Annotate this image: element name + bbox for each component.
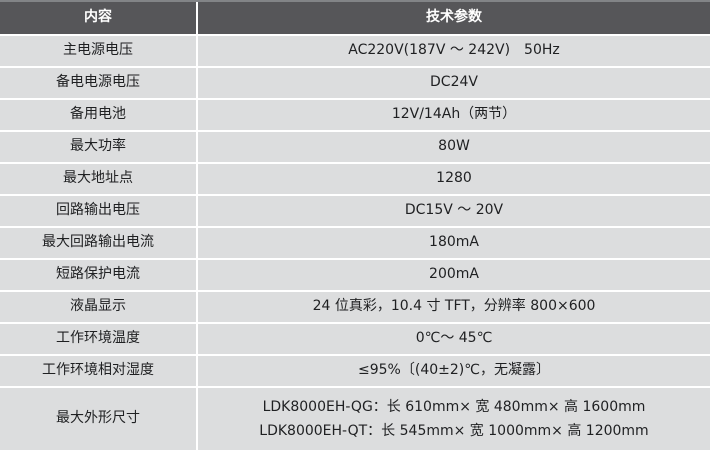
- row-label: 回路输出电压: [0, 196, 196, 226]
- dimension-line-qg: LDK8000EH-QG：长 610mm× 宽 480mm× 高 1600mm: [262, 399, 646, 415]
- row-value: 180mA: [198, 228, 710, 258]
- row-value: DC15V ～ 20V: [198, 196, 710, 226]
- row-value: 200mA: [198, 260, 710, 290]
- table-row: 液晶显示 24 位真彩，10.4 寸 TFT，分辨率 800×600: [0, 292, 710, 322]
- header-cell-params: 技术参数: [198, 2, 710, 34]
- row-label: 最大功率: [0, 132, 196, 162]
- table-row: 最大地址点 1280: [0, 164, 710, 194]
- table-header-row: 内容 技术参数: [0, 2, 710, 34]
- row-value: 80W: [198, 132, 710, 162]
- row-value: 0℃～ 45℃: [198, 324, 710, 354]
- row-label: 短路保护电流: [0, 260, 196, 290]
- row-value: DC24V: [198, 68, 710, 98]
- row-label: 备用电池: [0, 100, 196, 130]
- table-row: 最大功率 80W: [0, 132, 710, 162]
- table-row: 工作环境相对湿度 ≤95%〔(40±2)℃，无凝露〕: [0, 356, 710, 386]
- row-label: 工作环境相对湿度: [0, 356, 196, 386]
- row-value: ≤95%〔(40±2)℃，无凝露〕: [198, 356, 710, 386]
- row-label: 备电电源电压: [0, 68, 196, 98]
- table-row: 主电源电压 AC220V(187V ～ 242V) 50Hz: [0, 36, 710, 66]
- row-label: 工作环境温度: [0, 324, 196, 354]
- table-row: 备电电源电压 DC24V: [0, 68, 710, 98]
- table-row: 短路保护电流 200mA: [0, 260, 710, 290]
- table-row-dimensions: 最大外形尺寸 LDK8000EH-QG：长 610mm× 宽 480mm× 高 …: [0, 388, 710, 450]
- table-row: 工作环境温度 0℃～ 45℃: [0, 324, 710, 354]
- header-cell-content: 内容: [0, 2, 196, 34]
- row-value: AC220V(187V ～ 242V) 50Hz: [198, 36, 710, 66]
- row-value: 1280: [198, 164, 710, 194]
- row-value: 12V/14Ah（两节）: [198, 100, 710, 130]
- row-label: 液晶显示: [0, 292, 196, 322]
- table-row: 回路输出电压 DC15V ～ 20V: [0, 196, 710, 226]
- row-label: 最大外形尺寸: [0, 388, 196, 450]
- row-value: LDK8000EH-QG：长 610mm× 宽 480mm× 高 1600mm …: [198, 388, 710, 450]
- row-label: 最大回路输出电流: [0, 228, 196, 258]
- row-label: 主电源电压: [0, 36, 196, 66]
- table-row: 备用电池 12V/14Ah（两节）: [0, 100, 710, 130]
- row-value: 24 位真彩，10.4 寸 TFT，分辨率 800×600: [198, 292, 710, 322]
- table-row: 最大回路输出电流 180mA: [0, 228, 710, 258]
- row-label: 最大地址点: [0, 164, 196, 194]
- dimension-line-qt: LDK8000EH-QT：长 545mm× 宽 1000mm× 高 1200mm: [259, 423, 649, 439]
